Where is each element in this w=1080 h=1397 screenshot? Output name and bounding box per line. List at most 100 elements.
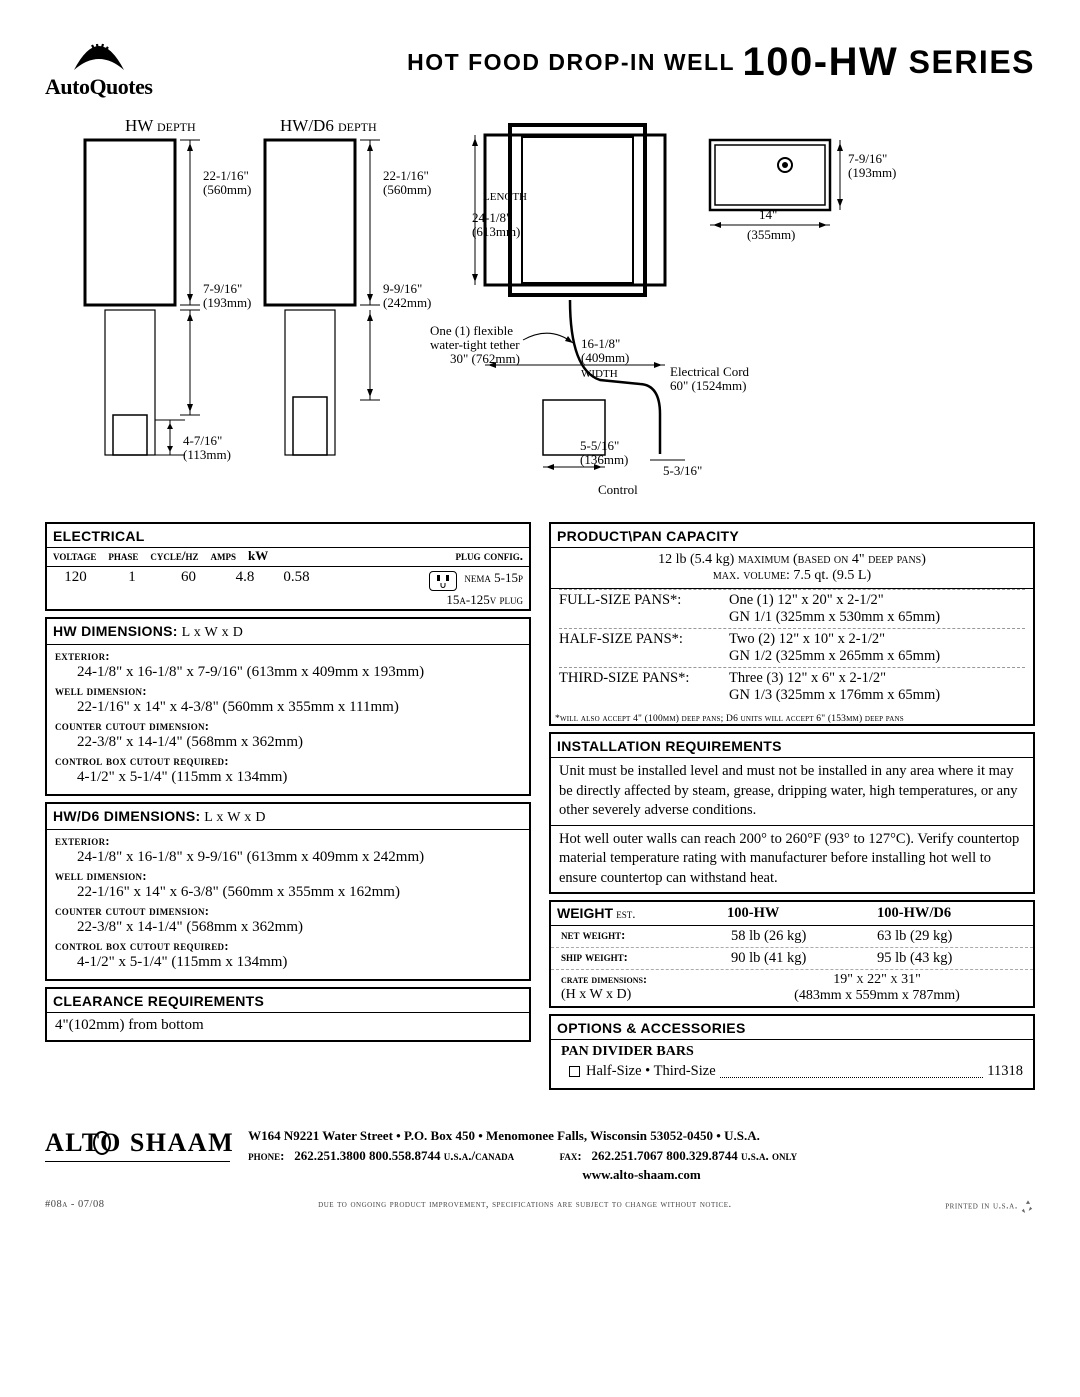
weight-header: WEIGHT est. 100-HW 100-HW/D6 — [551, 902, 1033, 926]
doc-number: #08a - 07/08 — [45, 1199, 104, 1213]
hwd6-counter: 22-3/8" x 14-1/4" (568mm x 362mm) — [55, 919, 521, 936]
weight-col2: 100-HW/D6 — [877, 905, 1027, 922]
svg-text:WIDTH: WIDTH — [581, 368, 618, 380]
hdr-plug: plug config. — [455, 548, 523, 564]
svg-text:(136mm): (136mm) — [580, 452, 628, 467]
svg-text:60" (1524mm): 60" (1524mm) — [670, 378, 746, 393]
disclaimer: due to ongoing product improvement, spec… — [318, 1199, 731, 1213]
install-p2: Hot well outer walls can reach 200° to 2… — [559, 830, 1025, 889]
hdr-cycle: cycle/hz — [150, 548, 198, 564]
spec-columns: ELECTRICAL voltage phase cycle/hz amps k… — [45, 522, 1035, 1096]
ship-lbl: ship weight: — [561, 950, 731, 967]
title-suffix: SERIES — [898, 44, 1035, 80]
electrical-header-row: voltage phase cycle/hz amps kW plug conf… — [47, 548, 529, 567]
dots — [720, 1066, 984, 1078]
net1: 58 lb (26 kg) — [731, 928, 877, 945]
recycle-icon — [1021, 1199, 1035, 1213]
capacity-line1: 12 lb (5.4 kg) maximum (based on 4" deep… — [559, 552, 1025, 568]
hwd6-dim-sub: L x W x D — [200, 810, 265, 825]
page-title: HOT FOOD DROP-IN WELL 100-HW SERIES — [152, 30, 1035, 85]
ship-weight-row: ship weight: 90 lb (41 kg) 95 lb (43 kg) — [551, 948, 1033, 970]
svg-text:22-1/16": 22-1/16" — [383, 168, 429, 183]
weight-col1: 100-HW — [727, 905, 877, 922]
svg-text:LENGTH: LENGTH — [483, 191, 527, 203]
hwd6-well-lbl: well dimension: — [55, 869, 521, 884]
autoquotes-logo: AutoQuotes — [45, 30, 152, 100]
electrical-section: ELECTRICAL voltage phase cycle/hz amps k… — [45, 522, 531, 611]
clearance-section: CLEARANCE REQUIREMENTS 4"(102mm) from bo… — [45, 987, 531, 1042]
svg-text:HW/D6: HW/D6 — [280, 116, 334, 135]
clearance-title: CLEARANCE REQUIREMENTS — [47, 989, 529, 1013]
footer-address: W164 N9221 Water Street • P.O. Box 450 •… — [248, 1126, 1035, 1146]
hwd6-counter-lbl: counter cutout dimension: — [55, 904, 521, 919]
checkbox-icon[interactable] — [569, 1066, 580, 1077]
plug-cell: nema 5-15p 15a-125v plug — [314, 569, 523, 609]
crate2: (483mm x 559mm x 787mm) — [731, 988, 1023, 1004]
half1: Two (2) 12" x 10" x 2-1/2" — [729, 631, 1025, 648]
weight-title: WEIGHT — [557, 905, 613, 921]
voltage: 120 — [53, 569, 98, 586]
full-pan-row: FULL-SIZE PANS*: One (1) 12" x 20" x 2-1… — [559, 589, 1025, 628]
hwd6-box: 4-1/2" x 5-1/4" (115mm x 134mm) — [55, 954, 521, 971]
half-pan-row: HALF-SIZE PANS*: Two (2) 12" x 10" x 2-1… — [559, 628, 1025, 667]
opt-code: 11318 — [987, 1063, 1023, 1080]
svg-text:(193mm): (193mm) — [203, 295, 251, 310]
svg-text:DEPTH: DEPTH — [338, 120, 377, 134]
hw-dim-sub: L x W x D — [178, 625, 243, 640]
plug-line2: 15a-125v plug — [446, 592, 523, 607]
third-pan-row: THIRD-SIZE PANS*: Three (3) 12" x 6" x 2… — [559, 667, 1025, 706]
crate-lbl: crate dimensions: — [561, 972, 731, 987]
svg-text:24-1/8": 24-1/8" — [472, 210, 511, 225]
svg-text:water-tight tether: water-tight tether — [430, 337, 520, 352]
hw-dim-title: HW DIMENSIONS: L x W x D — [47, 619, 529, 645]
capacity-title: PRODUCT\PAN CAPACITY — [551, 524, 1033, 548]
install-title: INSTALLATION REQUIREMENTS — [551, 734, 1033, 758]
options-sub: PAN DIVIDER BARS — [561, 1044, 1023, 1060]
hdr-kw: kW — [248, 548, 268, 564]
crate-hwd: (H x W x D) — [561, 987, 731, 1003]
svg-text:16-1/8": 16-1/8" — [581, 336, 620, 351]
third1: Three (3) 12" x 6" x 2-1/2" — [729, 670, 1025, 687]
clearance-body: 4"(102mm) from bottom — [55, 1017, 204, 1033]
alto-shaam-logo: ALTO SHAAM — [45, 1126, 234, 1162]
phone-lbl: phone: — [248, 1148, 284, 1163]
net-weight-row: net weight: 58 lb (26 kg) 63 lb (29 kg) — [551, 926, 1033, 948]
phone: 262.251.3800 800.558.8744 — [294, 1148, 440, 1163]
svg-text:(409mm): (409mm) — [581, 350, 629, 365]
crate-row: crate dimensions: (H x W x D) 19" x 22" … — [551, 970, 1033, 1006]
footer: ALTO SHAAM W164 N9221 Water Street • P.O… — [45, 1126, 1035, 1185]
plug-line1: nema 5-15p — [464, 570, 523, 585]
half-lbl: HALF-SIZE PANS*: — [559, 631, 729, 665]
svg-text:14": 14" — [759, 207, 777, 222]
full1: One (1) 12" x 20" x 2-1/2" — [729, 592, 1025, 609]
install-section: INSTALLATION REQUIREMENTS Unit must be i… — [549, 732, 1035, 894]
brand-text: ALTO SHAAM — [45, 1128, 234, 1157]
electrical-data-row: 120 1 60 4.8 0.58 nema 5-15p 15a-125v pl… — [47, 567, 529, 609]
svg-text:DEPTH: DEPTH — [157, 120, 196, 134]
svg-text:4-7/16": 4-7/16" — [183, 433, 222, 448]
svg-text:7-9/16": 7-9/16" — [203, 281, 242, 296]
hwd6-exterior: 24-1/8" x 16-1/8" x 9-9/16" (613mm x 409… — [55, 849, 521, 866]
net2: 63 lb (29 kg) — [877, 928, 1023, 945]
hdr-phase: phase — [108, 548, 138, 564]
capacity-line2: max. volume: 7.5 qt. (9.5 L) — [559, 568, 1025, 584]
svg-text:5-3/16": 5-3/16" — [663, 463, 702, 478]
svg-text:5-5/16": 5-5/16" — [580, 438, 619, 453]
hwd6-box-lbl: control box cutout required: — [55, 939, 521, 954]
plug-icon — [429, 571, 457, 591]
svg-text:7-9/16": 7-9/16" — [848, 151, 887, 166]
hwd6-exterior-lbl: exterior: — [55, 834, 521, 849]
amps: 4.8 — [230, 569, 260, 586]
hw-exterior: 24-1/8" x 16-1/8" x 7-9/16" (613mm x 409… — [55, 664, 521, 681]
hwd6-dimensions-section: HW/D6 DIMENSIONS: L x W x D exterior: 24… — [45, 802, 531, 981]
full-lbl: FULL-SIZE PANS*: — [559, 592, 729, 626]
full2: GN 1/1 (325mm x 530mm x 65mm) — [729, 609, 1025, 626]
third-lbl: THIRD-SIZE PANS*: — [559, 670, 729, 704]
kw: 0.58 — [279, 569, 314, 586]
hdr-voltage: voltage — [53, 548, 96, 564]
pan-note: *will also accept 4" (100mm) deep pans; … — [551, 712, 1033, 724]
svg-text:Control: Control — [598, 482, 638, 497]
svg-text:(355mm): (355mm) — [747, 227, 795, 242]
options-section: OPTIONS & ACCESSORIES PAN DIVIDER BARS H… — [549, 1014, 1035, 1090]
fax-lbl: fax: — [560, 1148, 582, 1163]
